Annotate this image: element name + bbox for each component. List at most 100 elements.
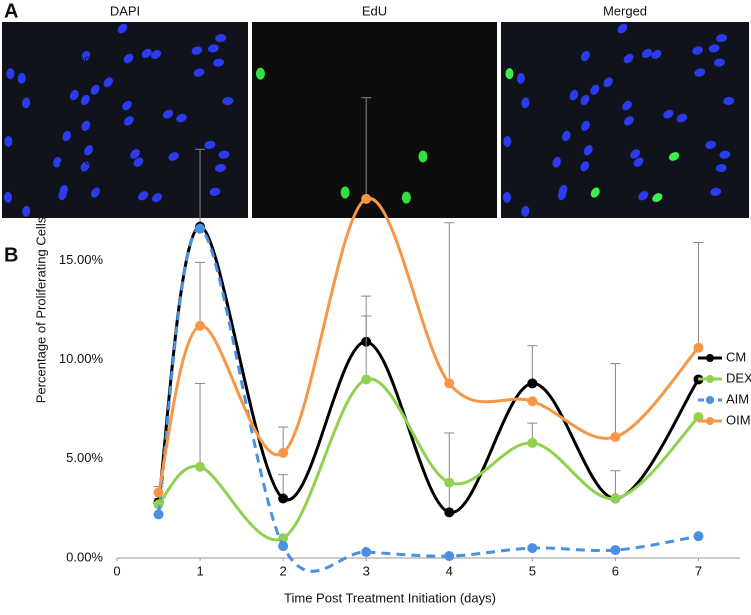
x-tick-label: 3 xyxy=(363,563,370,578)
nucleus xyxy=(521,97,530,109)
error-bar xyxy=(444,222,455,384)
nucleus xyxy=(652,193,663,203)
nucleus xyxy=(53,156,62,168)
nucleus xyxy=(580,50,590,62)
nucleus xyxy=(651,50,662,60)
x-tick-label: 0 xyxy=(113,563,120,578)
nucleus xyxy=(22,205,31,217)
error-bar xyxy=(610,363,621,437)
data-point xyxy=(610,431,621,442)
data-point xyxy=(278,493,289,504)
nucleus xyxy=(521,205,530,217)
image-caption: Merged xyxy=(603,3,647,18)
series-line xyxy=(157,377,700,542)
panel-label: A xyxy=(4,0,18,22)
legend-label: DEX xyxy=(726,370,751,385)
nucleus xyxy=(62,130,72,142)
nucleus xyxy=(590,187,600,198)
nucleus xyxy=(133,157,144,167)
y-tick-label: 20.00% xyxy=(59,153,104,168)
nucleus xyxy=(150,50,162,60)
nucleus xyxy=(617,23,628,34)
error-bar xyxy=(361,315,372,380)
nucleus xyxy=(558,184,568,196)
nucleus xyxy=(418,150,428,163)
nucleus xyxy=(122,100,132,111)
nucleus xyxy=(630,149,641,159)
y-tick-label: 15.00% xyxy=(59,252,104,267)
nucleus xyxy=(705,140,717,149)
x-tick-label: 5 xyxy=(529,563,536,578)
nucleus xyxy=(503,191,512,203)
data-point xyxy=(153,499,164,510)
nucleus xyxy=(401,191,411,204)
nucleus xyxy=(209,187,221,196)
data-point xyxy=(195,320,206,331)
nucleus xyxy=(138,191,149,201)
nucleus xyxy=(694,68,706,77)
error-bar xyxy=(444,432,455,513)
data-point xyxy=(527,396,538,407)
nucleus xyxy=(214,164,226,173)
nucleus xyxy=(715,164,727,173)
nucleus xyxy=(622,100,632,111)
nucleus xyxy=(710,187,722,196)
data-point xyxy=(361,547,372,558)
nucleus xyxy=(569,89,579,101)
nucleus xyxy=(581,120,590,131)
nucleus xyxy=(193,68,205,77)
nucleus xyxy=(623,53,634,64)
micrograph xyxy=(252,22,497,218)
data-point xyxy=(527,543,538,554)
panel-label: B xyxy=(4,244,18,266)
nucleus xyxy=(638,191,649,201)
nucleus xyxy=(218,150,230,159)
x-tick-label: 4 xyxy=(446,563,453,578)
nucleus xyxy=(168,152,179,161)
nucleus xyxy=(503,135,512,147)
nucleus xyxy=(17,72,26,84)
nucleus xyxy=(641,48,652,58)
nucleus xyxy=(719,150,731,159)
nucleus xyxy=(4,191,13,203)
y-tick-label: 10.00% xyxy=(59,351,104,366)
y-tick-label: 5.00% xyxy=(66,450,103,465)
data-point xyxy=(610,493,621,504)
nucleus xyxy=(191,46,203,55)
nucleus xyxy=(123,116,134,126)
nucleus xyxy=(603,77,613,88)
data-point xyxy=(693,531,704,542)
data-point xyxy=(444,477,455,488)
error-bar xyxy=(195,261,206,326)
legend-label: CM xyxy=(726,349,746,364)
error-bar xyxy=(195,148,206,227)
image-caption: EdU xyxy=(362,3,387,18)
nucleus xyxy=(4,135,13,147)
nucleus xyxy=(130,149,140,159)
data-point xyxy=(444,551,455,562)
x-axis-title: Time Post Treatment Initiation (days) xyxy=(284,590,496,605)
nucleus xyxy=(6,68,15,80)
nucleus xyxy=(583,145,593,156)
nucleus xyxy=(162,109,174,119)
error-bar xyxy=(693,242,704,348)
image-caption: DAPI xyxy=(110,3,140,18)
series-line xyxy=(157,197,700,493)
data-point xyxy=(527,378,538,389)
nucleus xyxy=(580,94,590,106)
nucleus xyxy=(562,130,571,142)
nucleus xyxy=(84,145,93,156)
nucleus xyxy=(117,23,128,34)
nucleus xyxy=(123,53,134,64)
nucleus xyxy=(80,161,90,172)
legend-marker xyxy=(706,417,714,425)
legend-marker xyxy=(706,375,714,383)
y-tick-label: 0.00% xyxy=(66,549,103,564)
nucleus xyxy=(516,72,525,84)
data-point xyxy=(527,437,538,448)
nucleus xyxy=(255,67,265,80)
error-bar xyxy=(361,97,372,199)
data-point xyxy=(278,541,289,552)
data-point xyxy=(153,487,164,498)
